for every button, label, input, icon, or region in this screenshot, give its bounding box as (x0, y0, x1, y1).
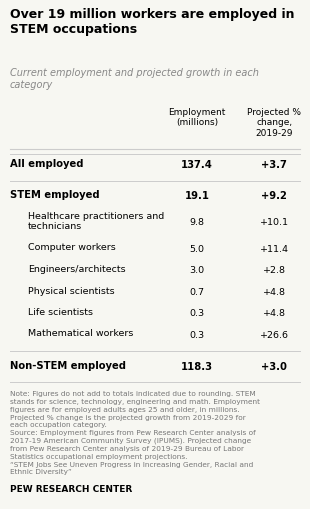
Text: +3.7: +3.7 (261, 159, 287, 169)
Text: Computer workers: Computer workers (28, 243, 116, 252)
Text: 0.3: 0.3 (189, 308, 204, 318)
Text: Healthcare practitioners and
technicians: Healthcare practitioners and technicians (28, 212, 164, 231)
Text: +11.4: +11.4 (260, 244, 289, 253)
Text: Physical scientists: Physical scientists (28, 286, 115, 295)
Text: +9.2: +9.2 (261, 191, 287, 201)
Text: Projected %
change,
2019-29: Projected % change, 2019-29 (247, 108, 301, 137)
Text: Current employment and projected growth in each
category: Current employment and projected growth … (10, 68, 259, 90)
Text: Note: Figures do not add to totals indicated due to rounding. STEM
stands for sc: Note: Figures do not add to totals indic… (10, 391, 260, 474)
Text: +10.1: +10.1 (260, 218, 289, 227)
Text: Engineers/architects: Engineers/architects (28, 265, 126, 273)
Text: 0.3: 0.3 (189, 330, 204, 339)
Text: +2.8: +2.8 (263, 266, 286, 275)
Text: PEW RESEARCH CENTER: PEW RESEARCH CENTER (10, 484, 132, 493)
Text: Non-STEM employed: Non-STEM employed (10, 360, 126, 370)
Text: +4.8: +4.8 (263, 287, 286, 296)
Text: 0.7: 0.7 (189, 287, 204, 296)
Text: +4.8: +4.8 (263, 308, 286, 318)
Text: 137.4: 137.4 (181, 159, 213, 169)
Text: Employment
(millions): Employment (millions) (168, 108, 226, 127)
Text: Mathematical workers: Mathematical workers (28, 329, 133, 338)
Text: 9.8: 9.8 (189, 218, 204, 227)
Text: +26.6: +26.6 (260, 330, 289, 339)
Text: All employed: All employed (10, 159, 83, 168)
Text: Over 19 million workers are employed in
STEM occupations: Over 19 million workers are employed in … (10, 8, 294, 37)
Text: 118.3: 118.3 (181, 361, 213, 371)
Text: 3.0: 3.0 (189, 266, 204, 275)
Text: 5.0: 5.0 (189, 244, 204, 253)
Text: +3.0: +3.0 (261, 361, 287, 371)
Text: Life scientists: Life scientists (28, 307, 93, 317)
Text: STEM employed: STEM employed (10, 190, 100, 200)
Text: 19.1: 19.1 (184, 191, 209, 201)
